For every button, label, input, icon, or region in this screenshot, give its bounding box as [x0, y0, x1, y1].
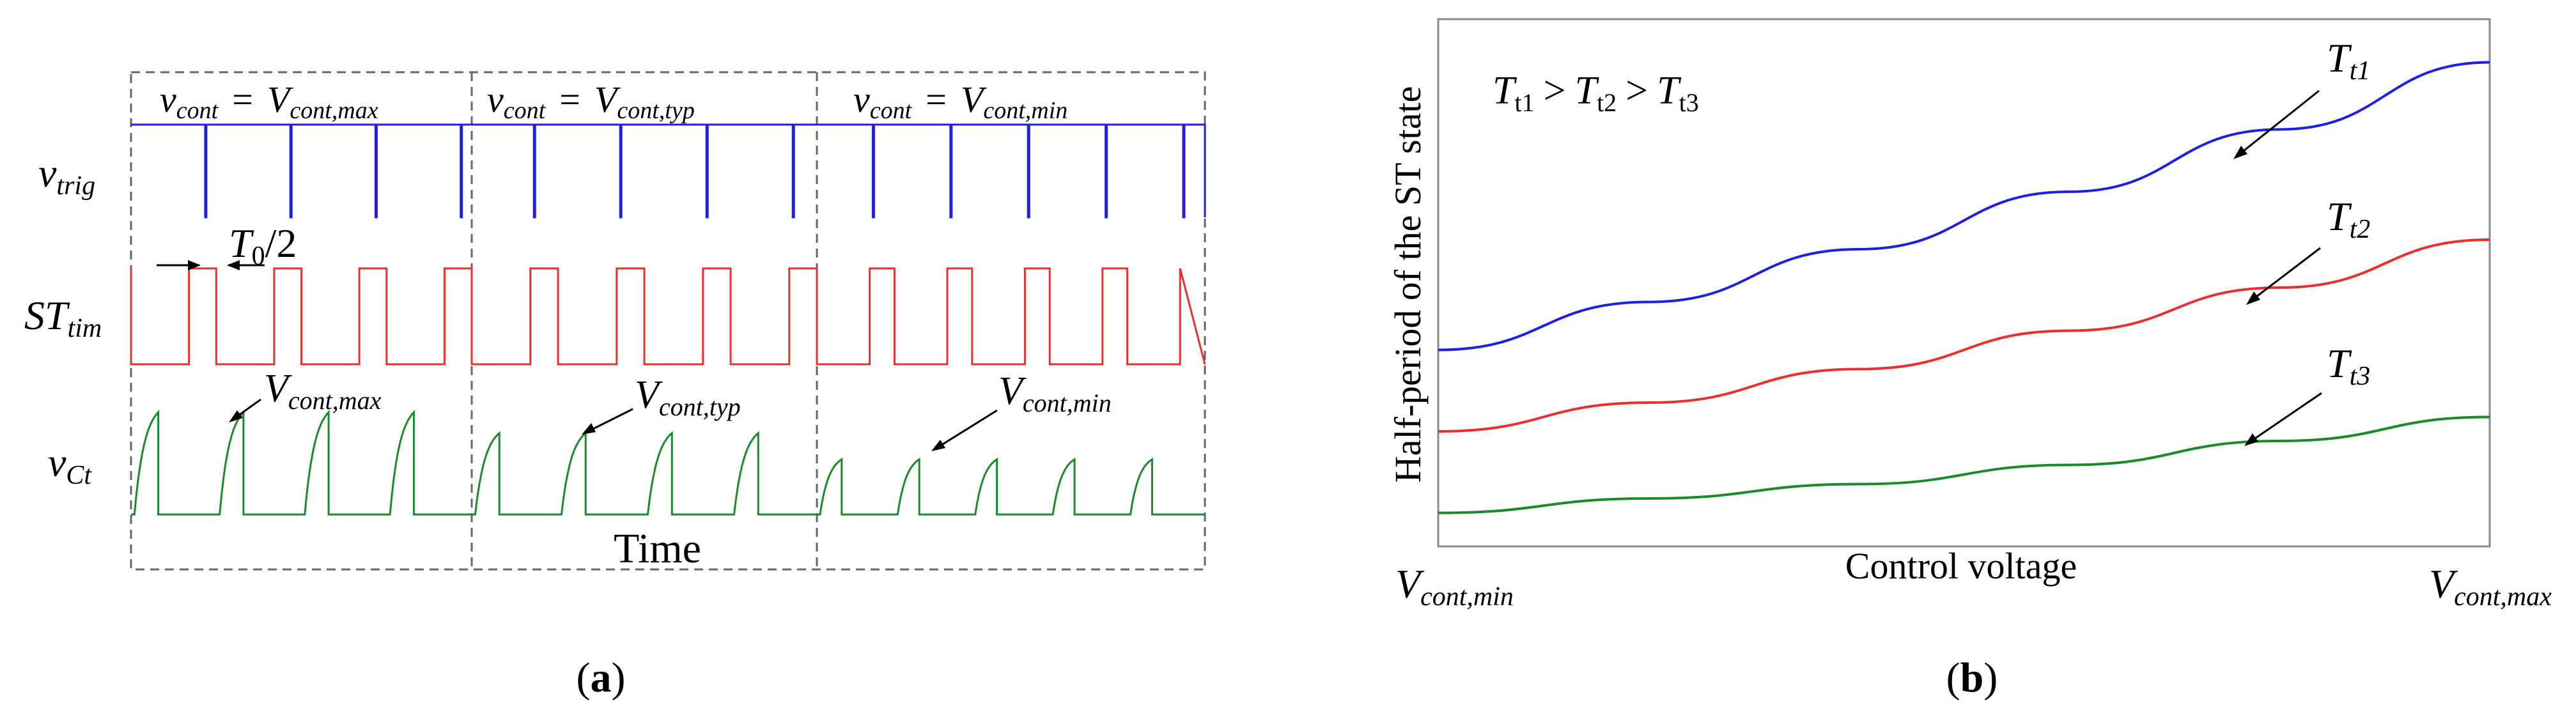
row-label-vct: vCt — [48, 440, 92, 490]
caption-a: (a) — [577, 654, 626, 701]
peak-label-max: Vcont,max — [264, 367, 382, 415]
st-timer-waveform — [130, 267, 1206, 366]
series-line-tt3 — [1438, 415, 2490, 514]
half-period-arrowhead-right — [227, 260, 240, 270]
series-arrow-tt1 — [2240, 89, 2320, 155]
peak-label-min: Vcont,min — [998, 369, 1112, 417]
x-tick-label-min: Vcont,min — [1395, 561, 1514, 612]
series-arrow-tt3 — [2251, 392, 2322, 442]
segment-label-min: vcont = Vcont,min — [853, 79, 1067, 124]
row-label-vtrig: vtrig — [38, 150, 95, 201]
panel-a-timing-diagram: vcont = Vcont,max vcont = Vcont,typ vcont = Vc… — [24, 71, 1206, 701]
series-arrowhead-tt1 — [2233, 146, 2247, 159]
y-axis-label: Half-period of the ST state — [1387, 86, 1429, 483]
panel-a-frame — [130, 71, 1206, 571]
series-arrow-tt2 — [2253, 247, 2321, 300]
series-line-tt2 — [1438, 238, 2490, 433]
half-period-label: T0/2 — [229, 220, 297, 271]
peak-label-typ: Vcont,typ — [635, 373, 741, 421]
peak-arrow-typ — [587, 408, 633, 433]
series-line-tt1 — [1438, 61, 2490, 351]
caption-b: (b) — [1946, 654, 1998, 701]
legend-inequality: Tt1 > Tt2 > Tt3 — [1493, 69, 1699, 117]
segment-label-typ: vcont = Vcont,typ — [487, 79, 695, 124]
half-period-arrowhead-left — [188, 260, 201, 270]
chart-frame — [1437, 18, 2491, 548]
trigger-waveform — [131, 123, 1206, 219]
peak-arrow-min — [937, 409, 998, 449]
segment-label-max: vcont = Vcont,max — [160, 79, 378, 124]
series-label-tt1: Tt1 — [2327, 35, 2370, 86]
peak-arrowhead-min — [931, 440, 945, 451]
x-axis-label: Control voltage — [1845, 545, 2077, 587]
series-label-tt2: Tt2 — [2327, 194, 2370, 244]
time-axis-label: Time — [614, 525, 701, 572]
row-label-sttim: STtim — [24, 293, 102, 343]
series-label-tt3: Tt3 — [2327, 341, 2370, 391]
x-tick-label-max: Vcont,max — [2429, 561, 2552, 612]
peak-arrowhead-max — [229, 410, 243, 422]
peak-arrowhead-typ — [582, 423, 596, 435]
series-arrowhead-tt3 — [2244, 433, 2258, 446]
series-arrowhead-tt2 — [2246, 291, 2260, 305]
capacitor-voltage-waveform — [131, 410, 1205, 516]
panel-b-chart: Tt1 > Tt2 > Tt3 Tt1 Tt2 Tt3 Half-period of t… — [1387, 18, 2552, 701]
